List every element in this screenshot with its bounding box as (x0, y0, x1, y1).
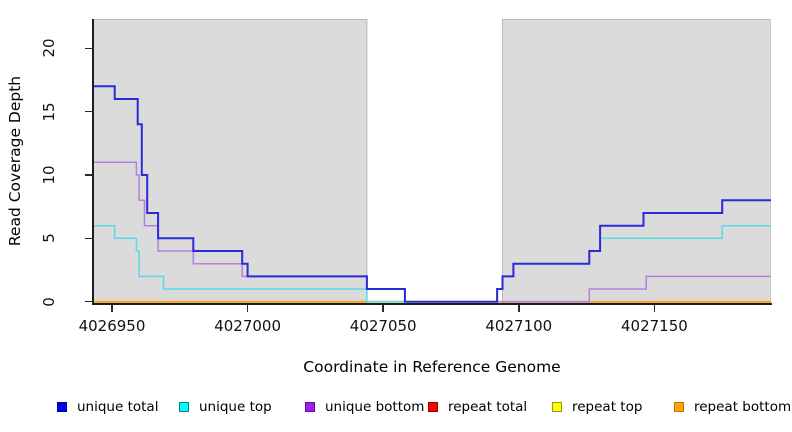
legend-label: repeat total (448, 399, 528, 415)
series-unique-bottom (93, 161, 771, 303)
x-tick-label: 4027050 (349, 317, 417, 335)
legend-item-repeat-total: repeat total (428, 399, 527, 415)
legend-swatch-icon (179, 402, 189, 412)
y-axis-title: Read Coverage Depth (6, 75, 24, 247)
x-axis-title: Coordinate in Reference Genome (303, 358, 561, 376)
series-unique-total (93, 85, 771, 303)
y-axis-line (92, 19, 94, 304)
y-tick (85, 47, 93, 50)
x-axis-line (92, 303, 772, 305)
y-tick (85, 237, 93, 240)
plot-panel (93, 19, 771, 303)
legend-swatch-icon (305, 402, 315, 412)
coverage-shaded-region (502, 19, 771, 303)
legend-item-unique-total: unique total (57, 399, 158, 415)
x-tick-label: 4026950 (78, 317, 146, 335)
y-tick-label: 15 (40, 102, 58, 122)
coverage-step-chart (93, 19, 771, 303)
x-tick (111, 305, 113, 312)
legend-label: unique bottom (325, 399, 425, 415)
y-tick (85, 300, 93, 303)
legend-label: unique total (77, 399, 159, 415)
coverage-shaded-region (93, 19, 368, 303)
x-tick (246, 305, 249, 312)
y-tick (85, 110, 93, 113)
legend-swatch-icon (428, 402, 438, 412)
legend-swatch-icon (57, 402, 67, 412)
legend-label: unique top (199, 399, 272, 415)
x-tick-label: 4027100 (485, 317, 553, 335)
legend-item-repeat-bottom: repeat bottom (674, 399, 791, 415)
y-tick-label: 10 (40, 165, 58, 185)
x-tick (382, 305, 384, 312)
y-tick-label: 5 (40, 233, 58, 244)
legend: unique total unique top unique bottom repea… (0, 399, 792, 419)
x-tick (653, 305, 656, 312)
legend-swatch-icon (552, 402, 562, 412)
legend-label: repeat top (572, 399, 643, 415)
y-tick-label: 20 (40, 38, 58, 58)
x-tick-label: 4027150 (620, 317, 688, 335)
x-tick-label: 4027000 (214, 317, 281, 335)
legend-label: repeat bottom (694, 399, 792, 415)
legend-item-unique-top: unique top (179, 399, 272, 415)
y-tick (85, 174, 93, 176)
legend-swatch-icon (674, 402, 684, 412)
y-tick-label: 0 (40, 296, 58, 307)
legend-item-repeat-top: repeat top (552, 399, 642, 415)
legend-item-unique-bottom: unique bottom (305, 399, 424, 415)
x-tick (518, 305, 520, 312)
